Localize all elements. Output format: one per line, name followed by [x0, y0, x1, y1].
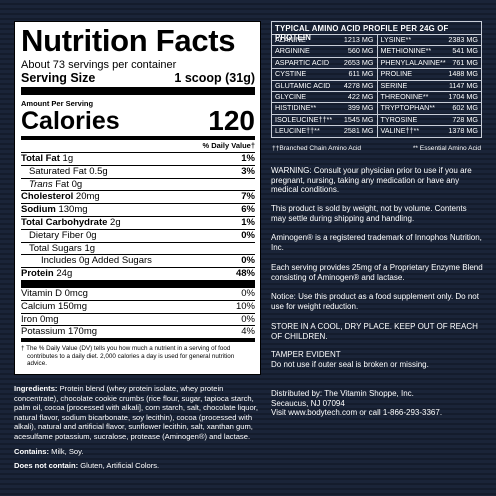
amino-notes: ††Branched Chain Amino Acid ** Essential… — [271, 143, 482, 154]
divider-medium-2 — [21, 338, 255, 343]
amino-row: Tyrosine 728 mg — [377, 115, 481, 127]
nutrient-row-total-sugars: Total Sugars 1g — [21, 241, 255, 255]
amino-row: Serine 1147 mg — [377, 81, 481, 93]
nutrient-row-cholesterol: Cholesterol 20mg 7% — [21, 190, 255, 203]
nutrient-row-total-fat: Total Fat 1g 1% — [21, 152, 255, 164]
serving-size-row: Serving Size 1 scoop (31g) — [21, 71, 255, 85]
vitamin-row-calcium: Calcium 150mg 10% — [21, 299, 255, 312]
weight-notice-text: This product is sold by weight, not by v… — [271, 204, 467, 223]
distributor-text: Distributed by: The Vitamin Shoppe, Inc.… — [271, 389, 443, 418]
trademark-text: Aminogen® is a registered trademark of I… — [271, 233, 482, 252]
calories-row: Calories 120 — [21, 105, 255, 136]
amino-row: Proline 1488 mg — [377, 69, 481, 81]
vitamin-row-potassium: Potassium 170mg 4% — [21, 325, 255, 338]
serving-size-value: 1 scoop (31g) — [174, 71, 255, 85]
usage-notice-text: Notice: Use this product as a food suppl… — [271, 292, 479, 311]
essential-note: ** Essential Amino Acid — [412, 145, 481, 152]
amino-row: Cystine 611 mg — [272, 69, 377, 81]
amino-row: Alanine 1213 mg — [272, 35, 377, 47]
nutrient-row-protein: Protein 24g 48% — [21, 267, 255, 280]
tamper-evident-text: TAMPER EVIDENT Do not use if outer seal … — [271, 350, 429, 369]
nutrient-row-dietary-fiber: Dietary Fiber 0g 0% — [21, 228, 255, 242]
amount-per-serving: Amount Per Serving — [21, 99, 94, 108]
calories-value: 120 — [208, 105, 255, 136]
amino-row: Leucine††** 2581 mg — [275, 126, 374, 136]
amino-row: Methionine** 541 mg — [377, 46, 481, 58]
amino-row: Isoleucine††** 1545 mg — [272, 115, 377, 127]
divider-medium — [21, 136, 255, 140]
warning-text: WARNING: Consult your physician prior to… — [271, 166, 472, 195]
amino-row: Glutamic Acid 4278 mg — [272, 81, 377, 93]
amino-column-left: Alanine 1213 mg Arginine 560 mg Aspartic A… — [272, 35, 377, 137]
nutrient-row-saturated-fat: Saturated Fat 0.5g 3% — [21, 164, 255, 178]
amino-acid-table: TYPICAL AMINO ACID PROFILE PER 24G OF PR… — [271, 21, 482, 138]
amino-row: Glycine 422 mg — [272, 92, 377, 104]
amino-row: Phenylalanine** 761 mg — [377, 58, 481, 70]
amino-row: Arginine 560 mg — [272, 46, 377, 58]
bcaa-note: ††Branched Chain Amino Acid — [272, 145, 362, 152]
amino-row: Histidine** 399 mg — [272, 103, 377, 115]
amino-row: Lysine** 2383 mg — [377, 35, 481, 47]
nutrient-row-added-sugars: Includes 0g Added Sugars 0% — [21, 254, 255, 267]
amino-row: Tryptophan** 602 mg — [377, 103, 481, 115]
ingredients-block: Ingredients: Protein blend (whey protein… — [14, 384, 261, 476]
divider-thick-2 — [21, 279, 255, 288]
daily-value-footnote: † The % Daily Value (DV) tells you how m… — [21, 345, 235, 368]
nutrient-row-sodium: Sodium 130mg 6% — [21, 203, 255, 216]
daily-value-header: % Daily Value† — [202, 141, 255, 150]
serving-size-label: Serving Size — [21, 71, 96, 85]
vitamin-row-iron: Iron 0mg 0% — [21, 312, 255, 325]
calories-label: Calories — [21, 107, 120, 135]
nutrition-title: Nutrition Facts — [21, 23, 236, 58]
amino-column-right: Lysine** 2383 mg Methionine** 541 mg Pheny… — [376, 35, 481, 137]
enzyme-blend-text: Each serving provides 25mg of a Propriet… — [271, 263, 483, 282]
divider-thick — [21, 87, 255, 95]
amino-row: Aspartic Acid 2653 mg — [272, 58, 377, 70]
ingredients-paragraph: Ingredients: Protein blend (whey protein… — [14, 384, 258, 441]
servings-per-container: About 73 servings per container — [21, 59, 177, 71]
nutrient-row-trans-fat: Trans Fat 0g — [21, 177, 255, 191]
nutrition-facts-panel: Nutrition Facts About 73 servings per co… — [14, 21, 261, 375]
amino-table-title: TYPICAL AMINO ACID PROFILE PER 24G OF PR… — [272, 22, 481, 42]
amino-row: Valine††** 1378 mg — [380, 126, 479, 136]
contains-line: Contains: Milk, Soy. — [14, 446, 84, 456]
vitamin-row-d: Vitamin D 0mcg 0% — [21, 287, 255, 299]
does-not-contain-line: Does not contain: Gluten, Artificial Col… — [14, 461, 160, 471]
amino-row: Threonine** 1704 mg — [377, 92, 481, 104]
storage-text: STORE IN A COOL, DRY PLACE. KEEP OUT OF … — [271, 322, 478, 341]
nutrient-row-total-carbohydrate: Total Carbohydrate 2g 1% — [21, 215, 255, 228]
